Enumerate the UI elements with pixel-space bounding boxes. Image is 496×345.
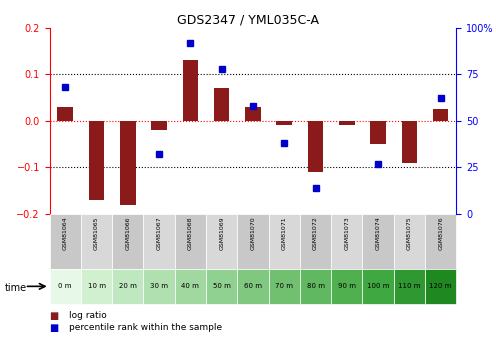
Text: GSM81074: GSM81074 (375, 217, 380, 250)
Text: GSM81069: GSM81069 (219, 217, 224, 250)
Bar (81, 269, 112, 304)
Text: GSM81071: GSM81071 (282, 217, 287, 250)
Bar (331, 269, 363, 304)
Bar (89, 121, 104, 200)
Text: 90 m: 90 m (338, 283, 356, 289)
Bar (81, 214, 112, 269)
Text: GSM81073: GSM81073 (344, 217, 349, 250)
Bar (50, 269, 81, 304)
Text: percentile rank within the sample: percentile rank within the sample (69, 323, 223, 332)
Bar (276, 121, 292, 125)
Text: GDS2347 / YML035C-A: GDS2347 / YML035C-A (177, 14, 319, 27)
Bar (269, 269, 300, 304)
Text: GSM81066: GSM81066 (125, 217, 130, 250)
Bar (214, 88, 230, 121)
Bar (300, 269, 331, 304)
Text: 20 m: 20 m (119, 283, 137, 289)
Text: ■: ■ (50, 323, 59, 333)
Text: GSM81068: GSM81068 (188, 217, 193, 250)
Text: GSM81067: GSM81067 (157, 217, 162, 250)
Bar (425, 214, 456, 269)
Text: log ratio: log ratio (69, 311, 107, 320)
Bar (339, 121, 355, 125)
Bar (237, 269, 269, 304)
Text: GSM81076: GSM81076 (438, 217, 443, 250)
Text: 50 m: 50 m (213, 283, 231, 289)
Text: 40 m: 40 m (182, 283, 199, 289)
Bar (394, 214, 425, 269)
Text: GSM81070: GSM81070 (250, 217, 255, 250)
Text: ■: ■ (50, 311, 59, 321)
Bar (206, 214, 237, 269)
Text: GSM81072: GSM81072 (313, 217, 318, 250)
Bar (175, 214, 206, 269)
Bar (143, 269, 175, 304)
Text: 110 m: 110 m (398, 283, 421, 289)
Text: 70 m: 70 m (275, 283, 293, 289)
Text: 60 m: 60 m (244, 283, 262, 289)
Bar (151, 121, 167, 130)
Bar (269, 214, 300, 269)
Bar (112, 269, 143, 304)
Text: time: time (5, 283, 27, 293)
Bar (371, 121, 386, 144)
Bar (245, 107, 261, 121)
Bar (183, 60, 198, 121)
Text: 80 m: 80 m (307, 283, 324, 289)
Bar (433, 109, 448, 121)
Bar (175, 269, 206, 304)
Bar (143, 214, 175, 269)
Bar (206, 269, 237, 304)
Bar (300, 214, 331, 269)
Bar (58, 107, 73, 121)
Bar (112, 214, 143, 269)
Bar (331, 214, 363, 269)
Bar (50, 214, 81, 269)
Text: GSM81075: GSM81075 (407, 217, 412, 250)
Bar (363, 269, 394, 304)
Text: GSM81065: GSM81065 (94, 217, 99, 250)
Bar (120, 121, 135, 205)
Text: 100 m: 100 m (367, 283, 389, 289)
Text: GSM81064: GSM81064 (62, 217, 68, 250)
Text: 0 m: 0 m (59, 283, 72, 289)
Bar (237, 214, 269, 269)
Bar (308, 121, 323, 172)
Bar (402, 121, 417, 163)
Text: 120 m: 120 m (430, 283, 452, 289)
Bar (394, 269, 425, 304)
Bar (425, 269, 456, 304)
Text: 30 m: 30 m (150, 283, 168, 289)
Text: 10 m: 10 m (87, 283, 106, 289)
Bar (363, 214, 394, 269)
